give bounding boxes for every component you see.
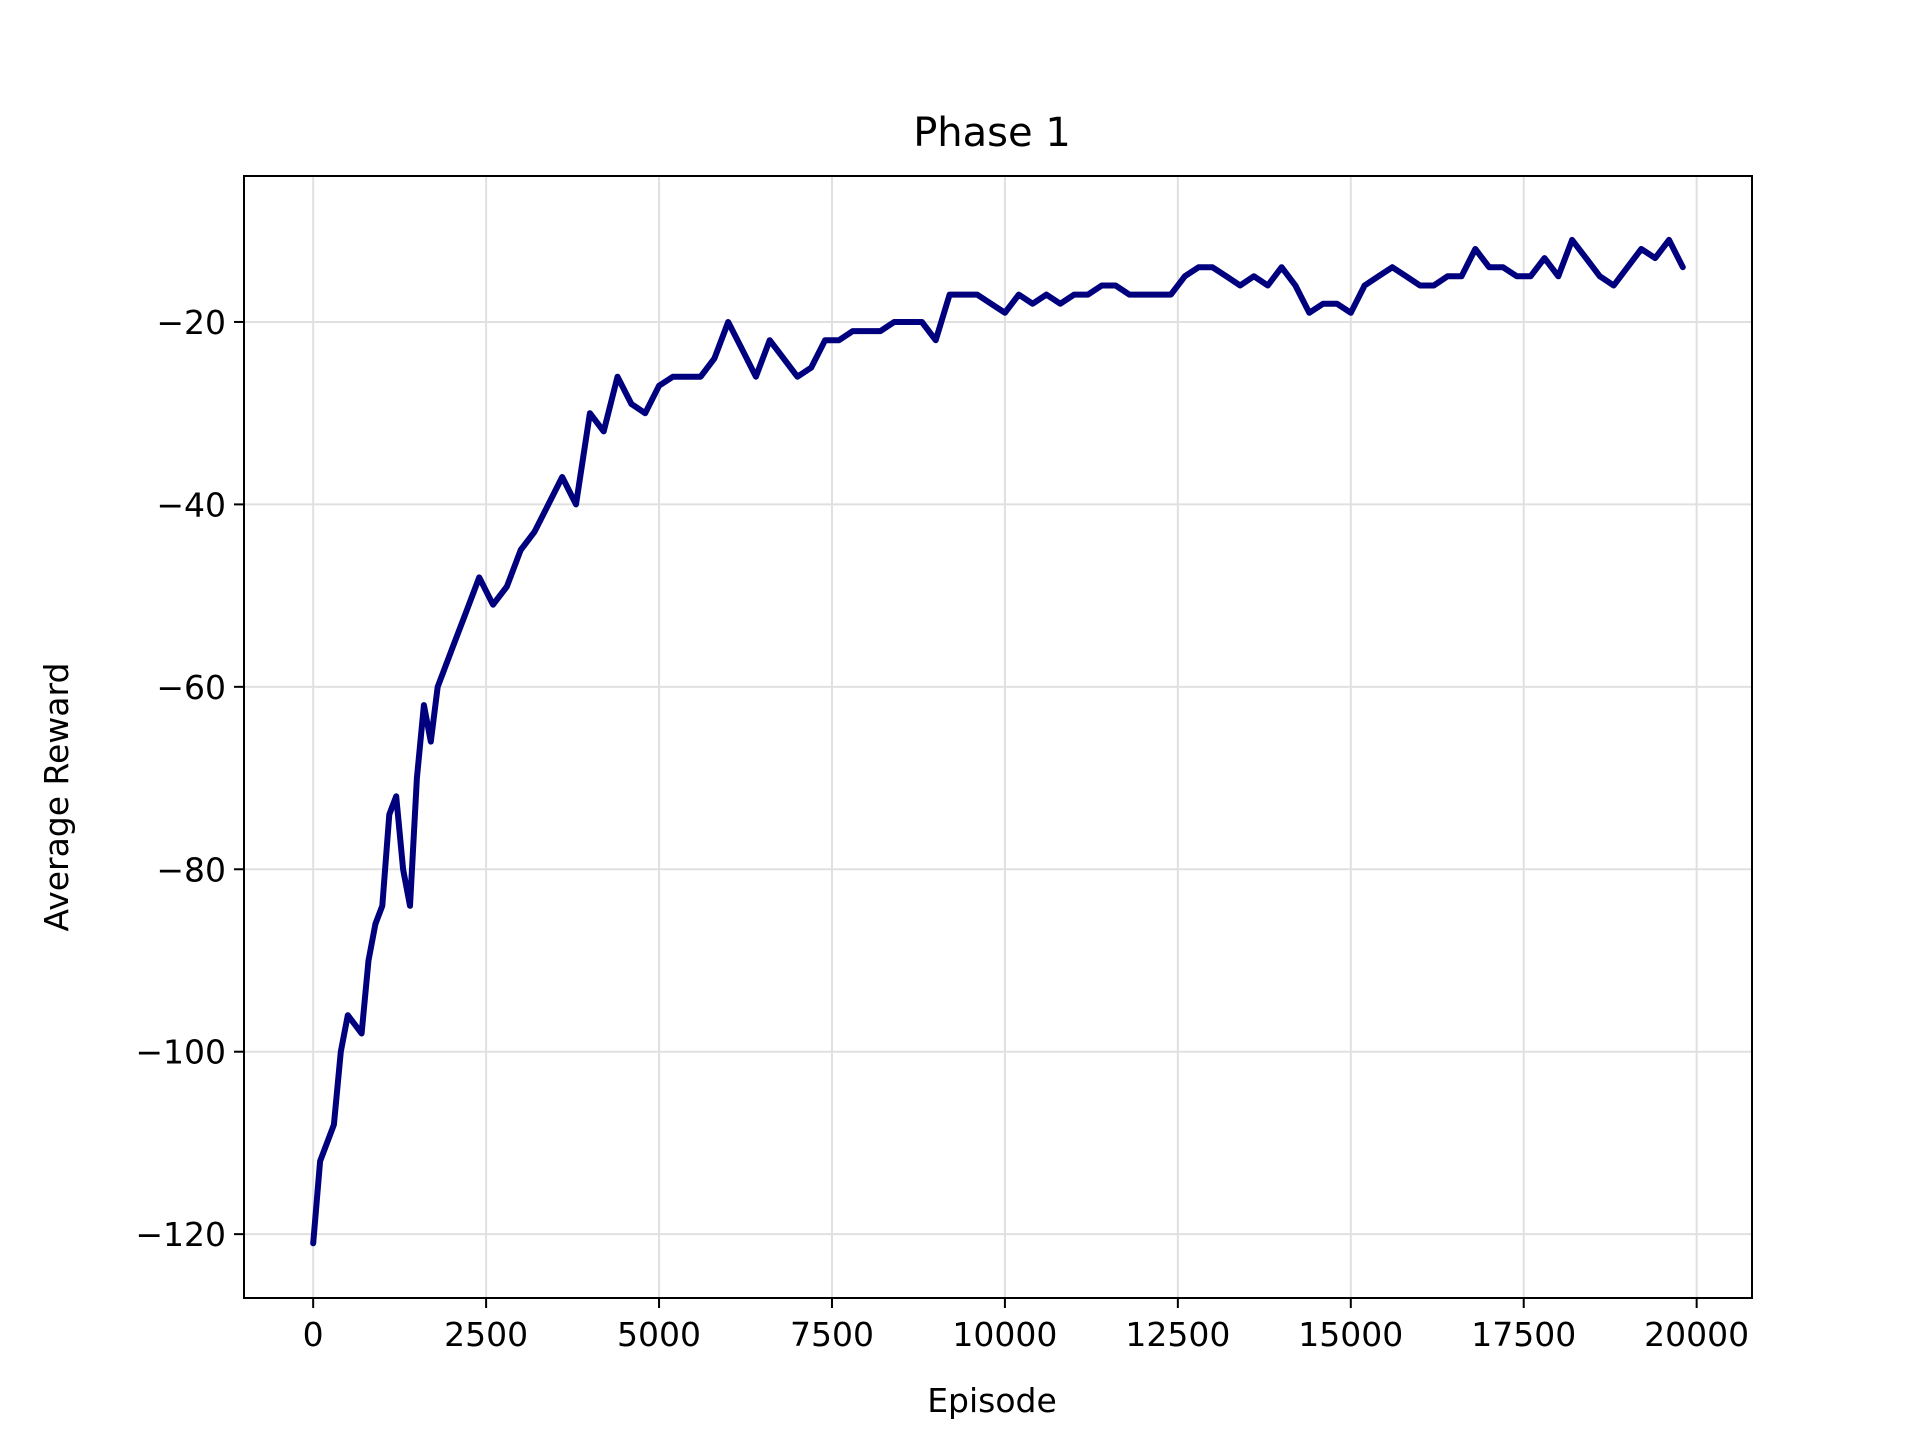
y-tick-label: −80 bbox=[156, 850, 226, 889]
x-axis-ticks: 0 2500 5000 7500 10000 12500 15000 17500 20000 bbox=[303, 1298, 1749, 1354]
x-tick-label: 12500 bbox=[1125, 1315, 1230, 1354]
x-axis-label: Episode bbox=[927, 1381, 1057, 1420]
y-axis-ticks: −120 −100 −80 −60 −40 −20 bbox=[135, 303, 244, 1254]
y-tick-label: −40 bbox=[156, 485, 226, 524]
y-tick-label: −20 bbox=[156, 303, 226, 342]
x-tick-label: 15000 bbox=[1298, 1315, 1403, 1354]
y-axis-label: Average Reward bbox=[37, 663, 76, 932]
y-tick-label: −120 bbox=[135, 1215, 226, 1254]
x-tick-label: 20000 bbox=[1644, 1315, 1749, 1354]
series-line-0 bbox=[310, 236, 1686, 1247]
axes-frame bbox=[243, 175, 1753, 1299]
grid-lines bbox=[244, 176, 1752, 1298]
x-tick-label: 0 bbox=[303, 1315, 324, 1354]
x-tick-label: 17500 bbox=[1471, 1315, 1576, 1354]
y-tick-label: −100 bbox=[135, 1033, 226, 1072]
series-layer bbox=[310, 236, 1686, 1247]
x-tick-label: 2500 bbox=[444, 1315, 528, 1354]
x-tick-label: 10000 bbox=[952, 1315, 1057, 1354]
x-tick-label: 7500 bbox=[790, 1315, 874, 1354]
chart-title: Phase 1 bbox=[913, 110, 1071, 156]
y-tick-label: −60 bbox=[156, 668, 226, 707]
x-tick-label: 5000 bbox=[617, 1315, 701, 1354]
